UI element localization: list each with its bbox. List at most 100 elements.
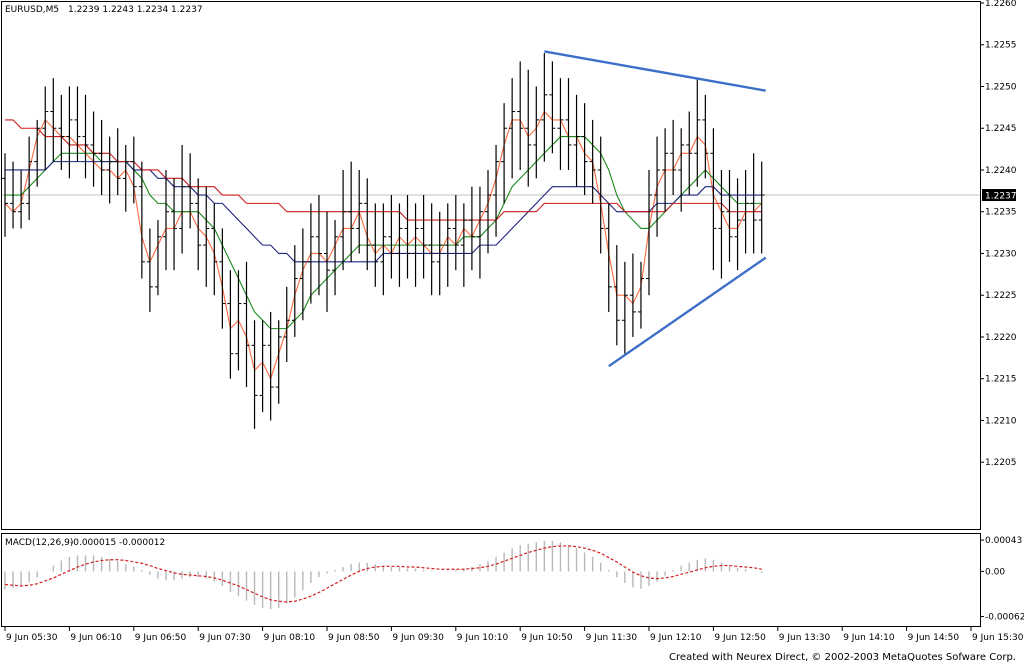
ohlc-bar	[227, 270, 234, 379]
ohlc-bar	[122, 144, 129, 212]
ohlc-bar	[332, 220, 339, 296]
price-tick-label: 1.2255	[985, 41, 1017, 51]
ohlc-bar	[718, 169, 725, 279]
price-tick-label: 1.2205	[985, 458, 1017, 468]
ohlc-bar	[114, 128, 121, 196]
time-tick-label: 9 Jun 09:30	[392, 633, 444, 643]
time-tick-label: 9 Jun 08:10	[264, 633, 316, 643]
ohlc-bar	[34, 119, 41, 187]
ohlc-bar	[597, 136, 604, 254]
price-tick-label: 1.2245	[985, 124, 1017, 134]
ohlc-bar	[146, 228, 153, 312]
macd-title: MACD(12,26,9)	[5, 538, 73, 548]
ohlc-bar	[171, 178, 178, 271]
trendline[interactable]	[608, 256, 767, 368]
ohlc-bar	[517, 61, 524, 170]
ohlc-bar	[581, 103, 588, 196]
ohlc-bar	[694, 78, 701, 187]
ohlc-bar	[460, 203, 467, 287]
price-tick-label: 1.2215	[985, 375, 1017, 385]
time-tick-label: 9 Jun 08:50	[328, 633, 380, 643]
ohlc-bar	[436, 211, 443, 296]
ohlc-bar	[267, 311, 274, 421]
ohlc-bar	[493, 144, 500, 237]
ohlc-bar	[557, 78, 564, 170]
ohlc-bar	[299, 228, 306, 321]
price-tick-label: 1.2250	[985, 82, 1017, 92]
ohlc-bar	[678, 128, 685, 212]
ohlc-bar	[372, 203, 379, 287]
time-tick-label: 9 Jun 10:50	[521, 633, 573, 643]
ohlc-bar	[10, 161, 17, 229]
ohlc-bar	[501, 103, 508, 204]
ohlc-bar	[98, 119, 105, 196]
price-tick-label: 1.2210	[985, 416, 1017, 426]
price-tick-label: 1.2240	[985, 166, 1017, 176]
macd-header-values: -0.000015 -0.000012	[70, 538, 165, 548]
ohlc-bar	[179, 144, 186, 254]
time-tick-label: 9 Jun 15:30	[972, 633, 1024, 643]
ohlc-bar	[74, 86, 81, 162]
ohlc-bar	[485, 169, 491, 254]
ohlc-bar	[613, 245, 620, 346]
ohlc-bar	[307, 203, 314, 304]
trendline[interactable]	[544, 50, 766, 92]
ohlc-bar	[525, 69, 532, 187]
time-tick-label: 9 Jun 11:30	[586, 633, 638, 643]
ohlc-bar	[758, 161, 765, 254]
time-tick-label: 9 Jun 10:10	[457, 633, 509, 643]
ohlc-bar	[211, 203, 218, 296]
ohlc-bar	[565, 78, 572, 170]
footer-credit: Created with Neurex Direct, © 2002-2003 …	[669, 652, 1016, 663]
ohlc-header-values: 1.2239 1.2243 1.2234 1.2237	[68, 5, 203, 15]
ohlc-bar	[203, 186, 210, 287]
ohlc-bar	[275, 320, 282, 404]
ohlc-bar	[686, 111, 693, 196]
ohlc-bar	[163, 169, 169, 271]
ohlc-bar	[356, 169, 363, 254]
time-tick-label: 9 Jun 06:50	[135, 633, 187, 643]
ohlc-bar	[396, 203, 403, 287]
ohlc-bar	[58, 94, 65, 170]
ohlc-bar	[702, 94, 709, 179]
time-tick-label: 9 Jun 14:10	[843, 633, 895, 643]
ohlc-bar	[549, 61, 556, 154]
ohlc-bar	[468, 186, 475, 271]
ohlc-bar	[742, 169, 749, 254]
ohlc-bar	[662, 128, 669, 212]
ohlc-bar	[646, 169, 652, 296]
ohlc-bar	[589, 119, 596, 204]
ohlc-bar	[259, 320, 266, 413]
last-price-marker: 1.2237	[982, 189, 1017, 202]
ohlc-bar	[291, 245, 298, 337]
ohlc-bar	[476, 186, 483, 279]
ohlc-bar	[315, 195, 322, 296]
ohlc-bar	[533, 86, 540, 179]
ohlc-bar	[251, 320, 258, 429]
ohlc-bar	[452, 195, 459, 271]
ohlc-bar	[66, 86, 73, 179]
price-tick-label: 1.2225	[985, 291, 1017, 301]
last-price-label: 1.2237	[985, 192, 1017, 202]
ohlc-bar	[219, 228, 226, 329]
ohlc-bar	[412, 203, 419, 287]
ohlc-bar	[18, 169, 25, 229]
ohlc-bar	[541, 53, 548, 162]
time-tick-label: 9 Jun 12:10	[650, 633, 702, 643]
ohlc-bar	[235, 270, 242, 371]
ohlc-bar	[734, 178, 741, 271]
ohlc-bar	[364, 178, 371, 271]
ohlc-bar	[340, 169, 347, 271]
ohlc-bar	[348, 161, 355, 262]
ohlc-bar	[42, 86, 49, 170]
price-tick-label: 1.2260	[985, 0, 1017, 9]
ohlc-bar	[404, 195, 411, 279]
ohlc-bar	[605, 203, 612, 312]
time-tick-label: 9 Jun 13:30	[779, 633, 831, 643]
ohlc-bar	[82, 94, 89, 179]
macd-tick-label: -0.00062	[985, 613, 1024, 623]
ohlc-bar	[283, 286, 290, 363]
time-tick-label: 9 Jun 07:30	[199, 633, 251, 643]
ohlc-bar	[726, 169, 733, 262]
